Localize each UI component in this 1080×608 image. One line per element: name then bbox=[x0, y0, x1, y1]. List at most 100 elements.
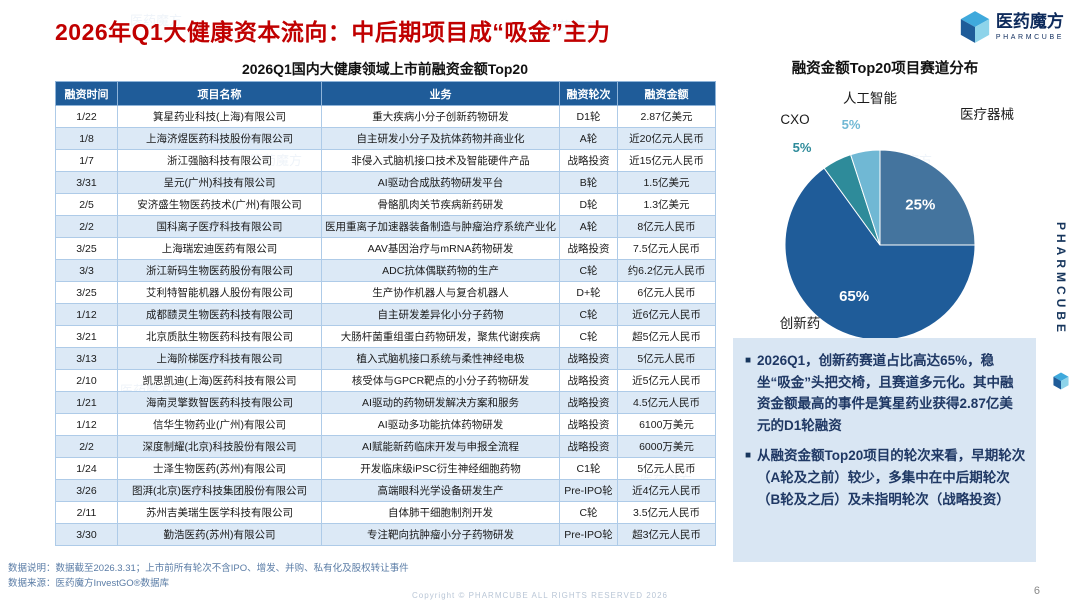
round-cell: 战略投资 bbox=[559, 413, 618, 436]
pie-slice-0 bbox=[879, 149, 976, 246]
amount-cell: 近20亿元人民币 bbox=[617, 127, 716, 150]
business-cell: 重大疾病小分子创新药物研发 bbox=[321, 105, 560, 128]
date-cell: 2/2 bbox=[55, 215, 118, 238]
company-cell: 信华生物药业(广州)有限公司 bbox=[117, 413, 322, 436]
round-cell: A轮 bbox=[559, 127, 618, 150]
logo-text: 医药魔方 PHARMCUBE bbox=[995, 11, 1064, 41]
company-cell: 苏州吉美瑞生医学科技有限公司 bbox=[117, 501, 322, 524]
company-cell: 箕星药业科技(上海)有限公司 bbox=[117, 105, 322, 128]
round-cell: A轮 bbox=[559, 215, 618, 238]
round-cell: 战略投资 bbox=[559, 149, 618, 172]
round-cell: D轮 bbox=[559, 193, 618, 216]
round-cell: Pre-IPO轮 bbox=[559, 523, 618, 546]
pie-label-innovation: 创新药 bbox=[779, 316, 821, 331]
pie-percent-cxo: 5% bbox=[792, 140, 812, 155]
side-label-pharmcube: PHARMCUBE bbox=[1054, 222, 1068, 336]
amount-cell: 约6.2亿元人民币 bbox=[617, 259, 716, 282]
company-cell: 安济盛生物医药技术(广州)有限公司 bbox=[117, 193, 322, 216]
date-cell: 1/21 bbox=[55, 391, 118, 414]
company-cell: 凯思凯迪(上海)医药科技有限公司 bbox=[117, 369, 322, 392]
amount-cell: 超3亿元人民币 bbox=[617, 523, 716, 546]
company-cell: 士泽生物医药(苏州)有限公司 bbox=[117, 457, 322, 480]
business-cell: AI驱动多功能抗体药物研发 bbox=[321, 413, 560, 436]
amount-cell: 2.87亿美元 bbox=[617, 105, 716, 128]
column-header: 融资时间 bbox=[55, 81, 118, 106]
date-cell: 3/25 bbox=[55, 281, 118, 304]
date-cell: 3/30 bbox=[55, 523, 118, 546]
table-row: 3/25 艾利特智能机器人股份有限公司 生产协作机器人与复合机器人 D+轮 6亿元人民币 bbox=[55, 281, 716, 304]
column-header: 融资金额 bbox=[617, 81, 716, 106]
company-cell: 上海济煜医药科技股份有限公司 bbox=[117, 127, 322, 150]
date-cell: 1/12 bbox=[55, 303, 118, 326]
company-cell: 深度制耀(北京)科技股份有限公司 bbox=[117, 435, 322, 458]
business-cell: AAV基因治疗与mRNA药物研发 bbox=[321, 237, 560, 260]
date-cell: 1/12 bbox=[55, 413, 118, 436]
table-row: 3/3 浙江新码生物医药股份有限公司 ADC抗体偶联药物的生产 C轮 约6.2亿元人民币 bbox=[55, 259, 716, 282]
company-cell: 成都赜灵生物医药科技有限公司 bbox=[117, 303, 322, 326]
funding-table: 融资时间 项目名称 业务 融资轮次 融资金额 1/22 箕星药业科技(上海)有限公司 重大疾… bbox=[55, 81, 716, 546]
pie-svg: 25% 65% bbox=[784, 149, 976, 338]
logo-sub-label: PHARMCUBE bbox=[995, 33, 1064, 41]
business-cell: 植入式脑机接口系统与柔性神经电极 bbox=[321, 347, 560, 370]
table-row: 2/11 苏州吉美瑞生医学科技有限公司 自体肺干细胞制剂开发 C轮 3.5亿元人民币 bbox=[55, 501, 716, 524]
footnote-source: 数据来源：医药魔方InvestGO®数据库 bbox=[8, 577, 170, 589]
amount-cell: 近4亿元人民币 bbox=[617, 479, 716, 502]
amount-cell: 6000万美元 bbox=[617, 435, 716, 458]
amount-cell: 6亿元人民币 bbox=[617, 281, 716, 304]
insight-box: ■ 2026Q1，创新药赛道占比高达65%，稳坐“吸金”头把交椅，且赛道多元化。… bbox=[733, 338, 1036, 562]
round-cell: 战略投资 bbox=[559, 347, 618, 370]
amount-cell: 4.5亿元人民币 bbox=[617, 391, 716, 414]
date-cell: 3/3 bbox=[55, 259, 118, 282]
footnote-data-note: 数据说明：数据截至2026.3.31；上市前所有轮次不含IPO、增发、并购、私有… bbox=[8, 563, 409, 574]
table-title: 2026Q1国内大健康领域上市前融资金额Top20 bbox=[241, 61, 528, 77]
business-cell: 骨骼肌肉关节疾病新药研发 bbox=[321, 193, 560, 216]
date-cell: 1/22 bbox=[55, 105, 118, 128]
table-row: 3/25 上海瑞宏迪医药有限公司 AAV基因治疗与mRNA药物研发 战略投资 7.5亿元… bbox=[55, 237, 716, 260]
company-cell: 艾利特智能机器人股份有限公司 bbox=[117, 281, 322, 304]
round-cell: 战略投资 bbox=[559, 369, 618, 392]
business-cell: 专注靶向抗肿瘤小分子药物研发 bbox=[321, 523, 560, 546]
company-cell: 浙江新码生物医药股份有限公司 bbox=[117, 259, 322, 282]
column-header: 融资轮次 bbox=[559, 81, 618, 106]
table-row: 1/12 成都赜灵生物医药科技有限公司 自主研发差异化小分子药物 C轮 近6亿元人民币 bbox=[55, 303, 716, 326]
business-cell: 大肠杆菌重组蛋白药物研发，聚焦代谢疾病 bbox=[321, 325, 560, 348]
pie-label-ai: 人工智能 bbox=[843, 91, 897, 106]
table-row: 3/26 图湃(北京)医疗科技集团股份有限公司 高端眼科光学设备研发生产 Pre-IP… bbox=[55, 479, 716, 502]
table-row: 2/2 国科离子医疗科技有限公司 医用重离子加速器装备制造与肿瘤治疗系统产业化 A轮 8… bbox=[55, 215, 716, 238]
amount-cell: 1.3亿美元 bbox=[617, 193, 716, 216]
pie-chart: 25% 65% 人工智能 5% CXO 5% 医疗器械 创新药 bbox=[735, 75, 1035, 338]
company-cell: 图湃(北京)医疗科技集团股份有限公司 bbox=[117, 479, 322, 502]
pie-slice-1 bbox=[784, 167, 976, 338]
table-row: 1/8 上海济煜医药科技股份有限公司 自主研发小分子及抗体药物并商业化 A轮 近20亿元… bbox=[55, 127, 716, 150]
table-header-row: 融资时间 项目名称 业务 融资轮次 融资金额 bbox=[55, 81, 716, 106]
footnotes: 数据说明：数据截至2026.3.31；上市前所有轮次不含IPO、增发、并购、私有… bbox=[8, 562, 409, 591]
amount-cell: 3.5亿元人民币 bbox=[617, 501, 716, 524]
pie-slice-3 bbox=[850, 149, 881, 246]
company-cell: 北京质肽生物医药科技有限公司 bbox=[117, 325, 322, 348]
round-cell: D+轮 bbox=[559, 281, 618, 304]
amount-cell: 5亿元人民币 bbox=[617, 457, 716, 480]
logo-name: 医药魔方 bbox=[995, 11, 1064, 31]
insight-text: 从融资金额Top20项目的轮次来看，早期轮次（A轮及之前）较少，多集中在中后期轮… bbox=[757, 448, 1026, 507]
bullet-icon: ■ bbox=[745, 450, 752, 462]
column-header: 业务 bbox=[321, 81, 560, 106]
date-cell: 1/7 bbox=[55, 149, 118, 172]
table-row: 1/12 信华生物药业(广州)有限公司 AI驱动多功能抗体药物研发 战略投资 6100万… bbox=[55, 413, 716, 436]
chart-title: 融资金额Top20项目赛道分布 bbox=[791, 61, 979, 77]
date-cell: 2/11 bbox=[55, 501, 118, 524]
business-cell: 自体肺干细胞制剂开发 bbox=[321, 501, 560, 524]
pie-percent-label: 65% bbox=[839, 288, 869, 305]
table-row: 3/13 上海阶梯医疗科技有限公司 植入式脑机接口系统与柔性神经电极 战略投资 5亿元人… bbox=[55, 347, 716, 370]
business-cell: AI赋能新药临床开发与申报全流程 bbox=[321, 435, 560, 458]
business-cell: 自主研发差异化小分子药物 bbox=[321, 303, 560, 326]
table-row: 1/7 浙江强脑科技有限公司 非侵入式脑机接口技术及智能硬件产品 战略投资 近15亿元人… bbox=[55, 149, 716, 172]
table-row: 2/2 深度制耀(北京)科技股份有限公司 AI赋能新药临床开发与申报全流程 战略投资 6… bbox=[55, 435, 716, 458]
date-cell: 2/5 bbox=[55, 193, 118, 216]
company-cell: 呈元(广州)科技有限公司 bbox=[117, 171, 322, 194]
pharmcube-logo: 医药魔方 PHARMCUBE bbox=[960, 10, 1064, 44]
copyright: Copyright © PHARMCUBE ALL RIGHTS RESERVE… bbox=[412, 591, 668, 600]
business-cell: AI驱动的药物研发解决方案和服务 bbox=[321, 391, 560, 414]
table-row: 2/10 凯思凯迪(上海)医药科技有限公司 核受体与GPCR靶点的小分子药物研发 战略… bbox=[55, 369, 716, 392]
pie-percent-label: 25% bbox=[905, 197, 935, 214]
